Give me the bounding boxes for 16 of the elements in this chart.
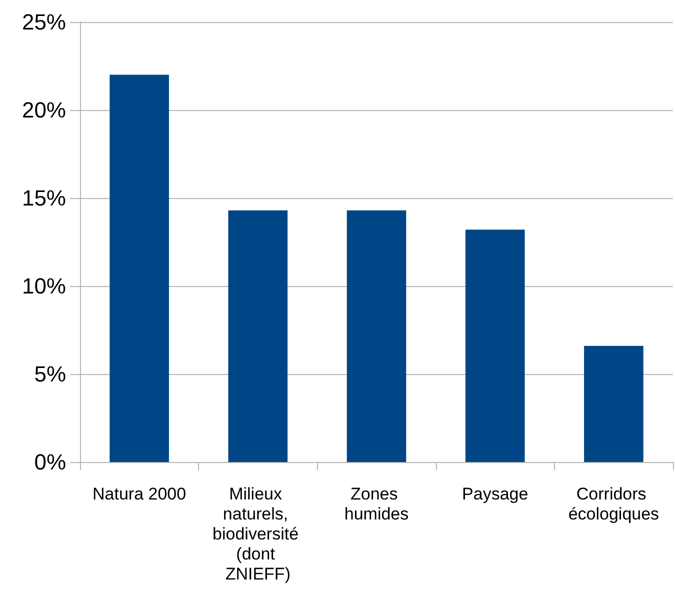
x-tick-label: Milieux naturels, biodiversité (dont ZNIEFF) xyxy=(212,484,304,584)
y-tick-label: 0% xyxy=(34,450,66,474)
y-tick-label: 25% xyxy=(22,10,66,34)
x-tick-label: Zones humides xyxy=(344,484,409,524)
y-tick-label: 20% xyxy=(22,98,66,122)
bar xyxy=(584,346,644,462)
y-tick-label: 5% xyxy=(34,362,66,386)
x-tick-label: Paysage xyxy=(462,484,528,504)
y-tick-label: 10% xyxy=(22,274,66,298)
x-tick-label: Corridors écologiques xyxy=(568,484,660,524)
bar xyxy=(346,210,406,462)
bar xyxy=(110,74,169,462)
x-tick-label: Natura 2000 xyxy=(92,484,186,504)
bar xyxy=(465,230,525,462)
bar xyxy=(228,210,288,462)
y-tick-label: 15% xyxy=(22,186,66,210)
